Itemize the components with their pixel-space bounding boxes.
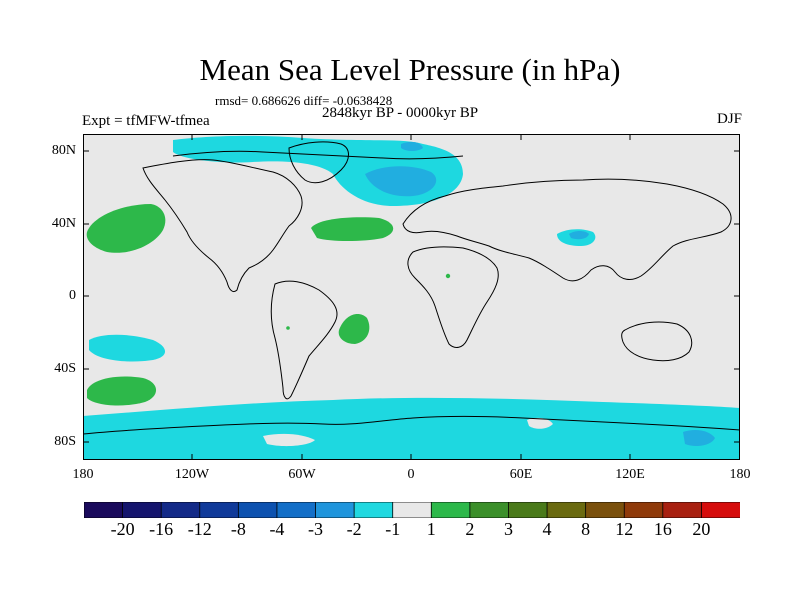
colorbar — [84, 502, 740, 518]
y-tick-0: 0 — [69, 288, 76, 303]
time-period: 2848kyr BP - 0000kyr BP — [322, 105, 479, 121]
colorbar-label: -3 — [308, 519, 324, 539]
antarctic-neutral-2 — [527, 417, 553, 429]
x-tick-180-left: 180 — [72, 467, 94, 482]
southern-ocean-negative — [83, 397, 740, 460]
colorbar-label: -1 — [385, 519, 401, 539]
anomaly-fields — [83, 135, 740, 460]
colorbar-label: 12 — [615, 519, 634, 539]
experiment-label: Expt = tfMFW-tfmea — [82, 113, 210, 129]
colorbar-label: 16 — [653, 519, 672, 539]
colorbar-bin-9 — [430, 502, 471, 518]
colorbar-bin-12 — [546, 502, 587, 518]
colorbar-bin-0 — [84, 502, 124, 518]
australia-outline — [621, 321, 693, 362]
colorbar-label: -4 — [269, 519, 285, 539]
colorbar-bin-11 — [508, 502, 548, 518]
y-tick-40s: 40S — [54, 361, 76, 376]
arctic-mid-2 — [401, 141, 423, 151]
colorbar-bin-2 — [160, 502, 201, 518]
africa-outline — [407, 246, 499, 348]
colorbar-label: 20 — [692, 519, 711, 539]
colorbar-bin-10 — [469, 502, 510, 518]
colorbar-label: -16 — [149, 519, 174, 539]
colorbar-bin-3 — [199, 502, 240, 518]
south-america-positive-spot — [286, 326, 290, 330]
colorbar-bin-8 — [392, 502, 433, 518]
colorbar-bin-16 — [701, 502, 740, 518]
x-tick-120e: 120E — [615, 467, 645, 482]
arctic-mid — [365, 166, 437, 197]
asia-negative-core — [569, 231, 589, 240]
x-tick-0: 0 — [407, 467, 415, 482]
antarctica-outline — [83, 416, 740, 435]
colorbar-label: 1 — [426, 519, 436, 539]
plot-title: Mean Sea Level Pressure (in hPa) — [199, 52, 621, 87]
y-tick-40n: 40N — [51, 216, 76, 231]
colorbar-label: -20 — [110, 519, 135, 539]
north-america-outline — [142, 159, 303, 293]
x-tick-180-right: 180 — [729, 467, 751, 482]
colorbar-bin-14 — [623, 502, 664, 518]
colorbar-bin-15 — [662, 502, 703, 518]
south-atlantic-positive — [338, 314, 370, 344]
greenland-outline — [288, 141, 349, 184]
tick-marks — [83, 134, 740, 460]
colorbar-bin-5 — [276, 502, 317, 518]
colorbar-label: -2 — [346, 519, 362, 539]
world-map — [83, 134, 740, 460]
north-atlantic-positive — [311, 217, 394, 241]
x-tick-60w: 60W — [288, 467, 316, 482]
colorbar-label: 8 — [581, 519, 591, 539]
colorbar-bin-4 — [237, 502, 278, 518]
africa-positive-spot — [445, 273, 451, 279]
rmsd-diff-stats: rmsd= 0.686626 diff= -0.0638428 — [215, 93, 393, 108]
coastlines — [83, 141, 740, 435]
y-tick-80n: 80N — [51, 143, 76, 158]
colorbar-label: 2 — [465, 519, 475, 539]
colorbar-label: 3 — [503, 519, 513, 539]
eurasia-outline — [402, 178, 732, 282]
colorbar-bin-7 — [353, 502, 394, 518]
x-tick-120w: 120W — [174, 467, 210, 482]
southern-ocean-pocket — [683, 430, 715, 446]
colorbar-bin-13 — [585, 502, 626, 518]
colorbar-label: -12 — [187, 519, 212, 539]
south-pacific-negative — [89, 334, 166, 362]
y-tick-80s: 80S — [54, 434, 76, 449]
arctic-coast — [172, 150, 464, 160]
season-label: DJF — [716, 111, 742, 127]
colorbar-bin-6 — [315, 502, 356, 518]
south-america-outline — [270, 280, 338, 400]
x-tick-60e: 60E — [509, 467, 533, 482]
colorbar-label: -8 — [230, 519, 246, 539]
north-pacific-positive — [86, 204, 166, 253]
antarctic-land-neutral — [263, 433, 315, 447]
south-pacific-positive — [87, 376, 157, 406]
colorbar-label: 4 — [542, 519, 552, 539]
colorbar-bin-1 — [122, 502, 163, 518]
